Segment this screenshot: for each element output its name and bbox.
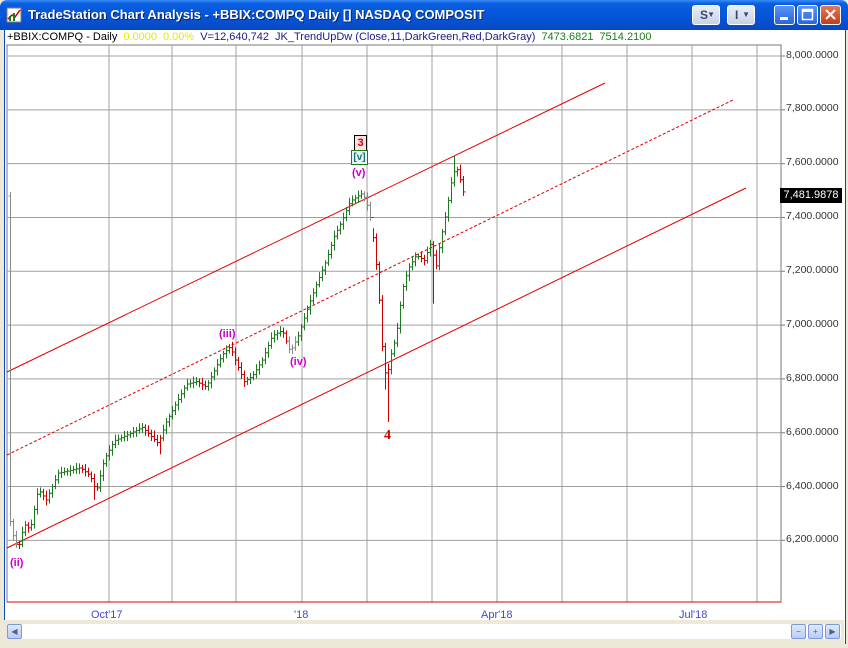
channel-upper-line [6,82,606,373]
indicator-value-2: 7514.2100 [599,31,652,43]
symbol-label: +BBIX:COMPQ - Daily [7,31,118,43]
x-axis-label: Apr'18 [481,609,513,621]
y-axis-label: 7,600.0000 [786,156,839,168]
y-axis-label: 7,400.0000 [786,210,839,222]
title-bar: TradeStation Chart Analysis - +BBIX:COMP… [0,0,848,30]
wave-label-iii: (iii) [219,328,236,340]
wave-label-ii: (ii) [10,557,24,569]
scroll-right-button[interactable]: ▶ [825,624,840,639]
x-axis-label: '18 [294,609,309,621]
chart-area[interactable] [4,30,846,644]
y-axis-label: 6,200.0000 [786,533,839,545]
window-title: TradeStation Chart Analysis - +BBIX:COMP… [28,7,485,22]
info-button[interactable]: I ▼ [727,5,755,25]
x-axis-label: Jul'18 [679,609,708,621]
plot-frame [6,44,782,603]
change-pct: 0.00% [162,31,195,43]
last-price-marker: 7,481.9878 [780,188,842,203]
scroll-left-button[interactable]: ◀ [7,624,22,639]
y-axis-label: 6,400.0000 [786,480,839,492]
maximize-button[interactable] [797,5,818,25]
wave-label-v: (v) [352,167,366,179]
y-axis-label: 8,000.0000 [786,49,839,61]
minimize-icon [780,17,788,20]
channel-mid-line [6,99,734,456]
wave-label-4: 4 [384,428,391,443]
chevron-down-icon: ▼ [742,10,750,19]
y-axis-label: 7,200.0000 [786,264,839,276]
y-axis-label: 7,800.0000 [786,102,839,114]
close-icon [825,9,836,20]
chart-header: +BBIX:COMPQ - Daily 0.0000 0.00% V=12,640,7… [7,31,657,43]
style-button[interactable]: S ▼ [692,5,720,25]
indicator-value-1: 7473.6821 [541,31,594,43]
y-axis-label: 7,000.0000 [786,318,839,330]
minimize-button[interactable] [774,5,795,25]
indicator-name: JK_TrendUpDw (Close,11,DarkGreen,Red,Dar… [275,31,536,43]
channel-lower-line [6,187,747,549]
y-axis-label: 6,800.0000 [786,372,839,384]
close-button[interactable] [820,5,841,25]
wave-box-3: 3 [354,135,367,151]
y-axis-label: 6,600.0000 [786,426,839,438]
horizontal-scrollbar[interactable] [7,624,841,639]
maximize-icon [801,8,814,21]
zoom-out-button[interactable]: − [791,624,806,639]
chevron-down-icon: ▼ [707,10,715,19]
app-icon [6,7,22,23]
volume-value: V=12,640,742 [200,31,270,43]
change-value: 0.0000 [123,31,157,43]
wave-box-v: [v] [351,150,368,165]
x-axis-label: Oct'17 [91,609,123,621]
wave-label-iv: (iv) [290,356,307,368]
zoom-in-button[interactable]: + [808,624,823,639]
